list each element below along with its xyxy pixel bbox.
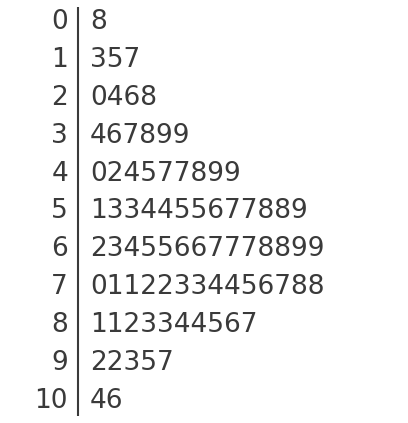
Text: 1: 1 bbox=[51, 47, 68, 73]
Text: 8: 8 bbox=[90, 9, 107, 35]
Text: 23455667778899: 23455667778899 bbox=[90, 236, 324, 262]
Text: 9: 9 bbox=[51, 350, 68, 376]
Text: 0468: 0468 bbox=[90, 85, 157, 111]
Text: 357: 357 bbox=[90, 47, 140, 73]
Text: 10: 10 bbox=[35, 388, 68, 414]
Text: 1123344567: 1123344567 bbox=[90, 312, 257, 338]
Text: 024577899: 024577899 bbox=[90, 161, 241, 187]
Text: 467899: 467899 bbox=[90, 123, 191, 149]
Text: 3: 3 bbox=[51, 123, 68, 149]
Text: 46: 46 bbox=[90, 388, 124, 414]
Text: 0: 0 bbox=[51, 9, 68, 35]
Text: 01122334456788: 01122334456788 bbox=[90, 274, 324, 300]
Text: 4: 4 bbox=[51, 161, 68, 187]
Text: 6: 6 bbox=[51, 236, 68, 262]
Text: 1334455677889: 1334455677889 bbox=[90, 198, 308, 225]
Text: 22357: 22357 bbox=[90, 350, 174, 376]
Text: 7: 7 bbox=[51, 274, 68, 300]
Text: 5: 5 bbox=[51, 198, 68, 225]
Text: 2: 2 bbox=[51, 85, 68, 111]
Text: 8: 8 bbox=[51, 312, 68, 338]
